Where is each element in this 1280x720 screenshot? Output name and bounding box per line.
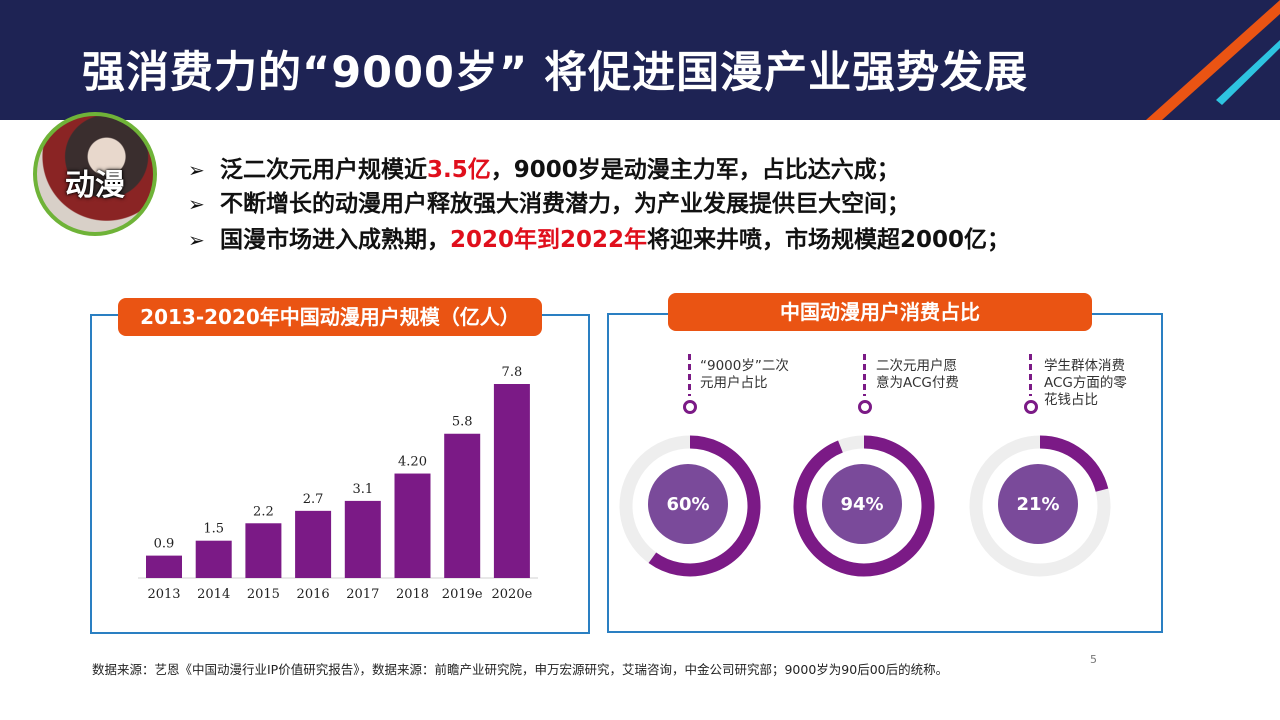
donut-arc	[1039, 435, 1109, 492]
bullet-text: ，9000岁是动漫主力军，占比达六成；	[490, 157, 900, 183]
bar-value-label: 3.1	[352, 482, 373, 497]
bar	[245, 523, 282, 578]
bar-value-label: 7.8	[502, 365, 523, 380]
donut-chart-title: 中国动漫用户消费占比	[668, 293, 1092, 331]
donut-marker	[1024, 354, 1038, 416]
x-tick-label: 2019e	[442, 587, 483, 602]
bullet-highlight: 3.5亿	[427, 157, 491, 183]
bar-value-label: 4.20	[398, 455, 427, 470]
bullet-text: 将迎来井喷，市场规模超2000亿；	[647, 227, 1011, 253]
bar	[344, 500, 381, 578]
bar	[295, 510, 332, 578]
bar-value-label: 2.2	[253, 504, 274, 519]
donut-label: 二次元用户愿意为ACG付费	[876, 358, 959, 391]
bar-value-label: 5.8	[452, 415, 473, 430]
donut-value: 60%	[648, 464, 728, 544]
page-title: 强消费力的“9000岁” 将促进国漫产业强势发展	[82, 48, 1029, 98]
avatar: 动漫	[33, 112, 157, 236]
x-tick-label: 2014	[197, 587, 230, 602]
bar-value-label: 1.5	[203, 522, 224, 537]
donut-label: 学生群体消费ACG方面的零花钱占比	[1044, 358, 1127, 408]
source-footnote: 数据来源：艺恩《中国动漫行业IP价值研究报告》，数据来源：前瞻产业研究院，申万宏…	[92, 662, 949, 677]
header-decoration	[1146, 0, 1280, 120]
arrow-icon: ➢	[188, 228, 205, 252]
x-tick-label: 2013	[147, 587, 180, 602]
bar	[493, 384, 530, 578]
bullet-item: ➢ 泛二次元用户规模近3.5亿，9000岁是动漫主力军，占比达六成；	[188, 150, 900, 184]
bullet-item: ➢ 国漫市场进入成熟期，2020年到2022年将迎来井喷，市场规模超2000亿；	[188, 220, 1010, 254]
bar-value-label: 2.7	[303, 492, 324, 507]
donut-label: “9000岁”二次元用户占比	[700, 358, 789, 391]
x-tick-label: 2015	[247, 587, 280, 602]
bar	[195, 540, 232, 578]
donut-chart	[619, 435, 1111, 577]
bar-chart: 0.9 2013 1.5 2014 2.2 2015 2.7 2016 3.1 2017 4.20 2…	[138, 365, 538, 602]
bullet-highlight: 2020年到2022年	[450, 227, 648, 253]
arrow-icon: ➢	[188, 192, 205, 216]
donut-marker	[858, 354, 872, 416]
bar-chart-title: 2013-2020年中国动漫用户规模（亿人）	[118, 298, 542, 336]
donut-value: 94%	[822, 464, 902, 544]
donut-marker	[683, 354, 697, 416]
x-tick-label: 2017	[346, 587, 379, 602]
header-banner: 强消费力的“9000岁” 将促进国漫产业强势发展	[0, 0, 1280, 120]
donut-arc	[793, 435, 935, 577]
bullet-text: 泛二次元用户规模近	[220, 157, 427, 183]
bullet-text: 不断增长的动漫用户释放强大消费潜力，为产业发展提供巨大空间；	[220, 191, 910, 217]
donut-value: 21%	[998, 464, 1078, 544]
page-number: 5	[1090, 653, 1097, 666]
bullet-text: 国漫市场进入成熟期，	[220, 227, 450, 253]
donut-arc	[648, 435, 761, 577]
x-tick-label: 2020e	[492, 587, 533, 602]
bar-value-label: 0.9	[154, 537, 175, 552]
x-tick-label: 2018	[396, 587, 429, 602]
bar	[394, 473, 431, 578]
avatar-label: 动漫	[65, 168, 125, 203]
bar	[444, 433, 481, 578]
x-tick-label: 2016	[297, 587, 330, 602]
bar-chart-panel: 0.9 2013 1.5 2014 2.2 2015 2.7 2016 3.1 2017 4.20 2…	[90, 314, 590, 634]
bullet-item: ➢ 不断增长的动漫用户释放强大消费潜力，为产业发展提供巨大空间；	[188, 184, 910, 218]
arrow-icon: ➢	[188, 158, 205, 182]
bar	[146, 555, 182, 578]
